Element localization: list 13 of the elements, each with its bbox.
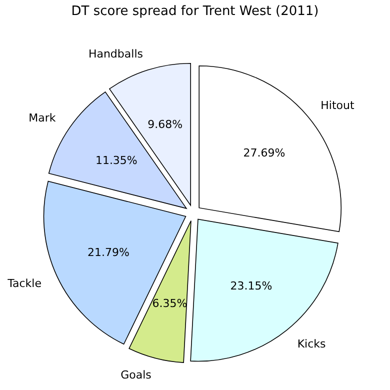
slice-label: Kicks bbox=[297, 337, 326, 350]
data-label: 6.35% bbox=[152, 297, 188, 310]
slice-label: Handballs bbox=[88, 47, 144, 60]
slice-label: Mark bbox=[28, 112, 56, 125]
data-label: 9.68% bbox=[148, 118, 183, 131]
slice-label: Hitout bbox=[320, 99, 355, 112]
slice-label: Tackle bbox=[6, 277, 42, 290]
chart-title: DT score spread for Trent West (2011) bbox=[71, 4, 319, 19]
slice-label: Goals bbox=[120, 368, 152, 382]
data-label: 27.69% bbox=[243, 146, 286, 160]
data-label: 11.35% bbox=[95, 154, 138, 167]
data-label: 21.79% bbox=[88, 246, 130, 260]
data-label: 23.15% bbox=[230, 280, 272, 293]
